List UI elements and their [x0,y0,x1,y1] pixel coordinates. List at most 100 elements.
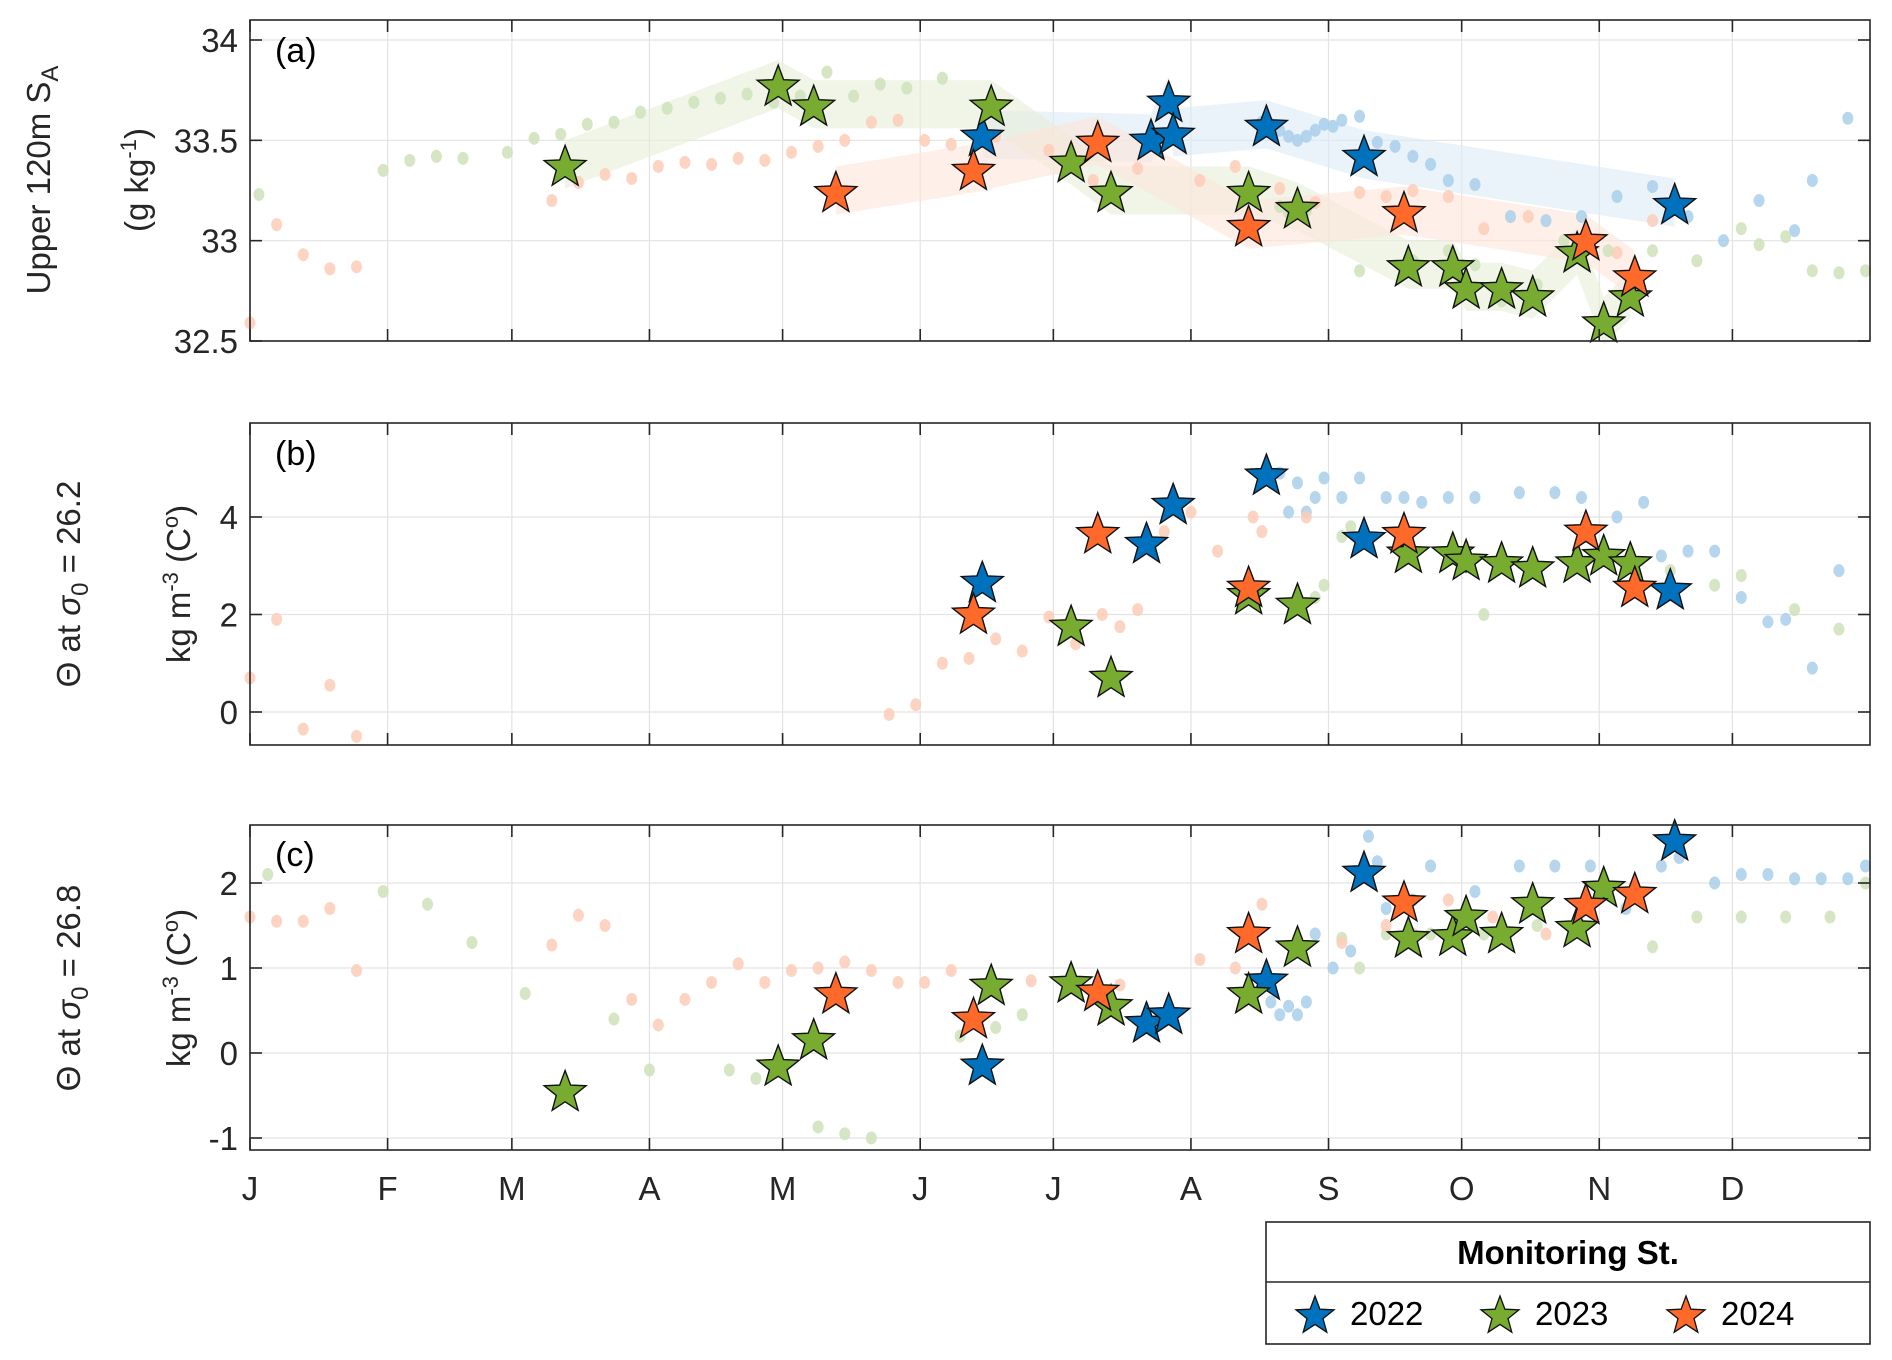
bg-dot-2024 [1043,143,1055,157]
bg-dot-2022 [1469,885,1481,898]
panel-b-ytick-label: 2 [220,597,238,634]
bg-dot-2022 [1442,491,1454,504]
bg-dot-2024 [1087,173,1099,187]
bg-dot-2022 [1735,868,1747,881]
bg-dot-2022 [1504,210,1516,224]
bg-dot-2024 [945,137,957,151]
panel-b-ytick-label: 0 [220,694,238,731]
panel-c-ylabel-line2: kg m-3 (Co) [158,909,197,1067]
bg-dot-2024 [706,157,718,171]
star-2022 [1150,481,1197,525]
panel-a-ylabel: Upper 120m SA [20,66,64,295]
bg-dot-2023 [1753,238,1765,252]
bg-dot-2022 [1345,944,1357,958]
bg-dot-2023 [1735,222,1747,236]
bg-dot-2023 [608,1012,620,1026]
bg-dot-2024 [652,159,664,173]
bg-dot-2022 [1655,549,1667,563]
bg-dot-2023 [608,115,620,129]
panel-a-ylabel-line1: Upper 120m SA [20,66,64,295]
legend: Monitoring St. 2022 2023 2024 [1265,1221,1871,1345]
star-2023 [1088,169,1134,213]
bg-dot-2024 [910,698,922,712]
star-2022 [959,559,1006,603]
bg-dot-2022 [1380,902,1392,915]
star-2024 [1381,879,1427,923]
bg-dot-2023 [377,885,389,898]
bg-dot-2024 [1407,184,1419,197]
star-2023 [1274,185,1321,230]
star-2024 [1225,203,1272,248]
bg-dot-2023 [635,105,647,119]
star-2023 [542,143,588,187]
bg-dot-2022 [1362,829,1374,843]
bg-dot-2023 [661,101,673,115]
star-2022 [1647,566,1694,611]
panel-c: -1 0 1 2 (c) Θ at σ0 = 26.8 kg m-3 (Co) [50,817,1872,1157]
panel-b-ylabel-line2: kg m-3 (Co) [158,505,197,663]
star-2022 [1243,452,1290,496]
bg-dot-2024 [572,908,584,922]
bg-dot-2024 [706,975,718,989]
star-2022 [1651,181,1698,225]
bg-dot-2023 [714,91,726,105]
panel-c-ticks: -1 0 1 2 [209,825,1870,1157]
bg-dot-2023 [874,77,886,91]
band-2024 [835,116,1635,299]
panel-c-ytick-label: 1 [220,950,238,987]
month-label: J [1045,1170,1062,1207]
bg-dot-2022 [1300,995,1312,1009]
bg-dot-2022 [1336,113,1348,127]
bg-dot-2022 [1540,214,1552,228]
star-2023 [1385,914,1432,959]
bg-dot-2022 [1398,491,1410,504]
bg-dot-2023 [1016,1008,1028,1022]
bg-dot-2023 [430,149,442,163]
bg-dot-2024 [1114,620,1126,634]
bg-dot-2023 [555,127,567,141]
star-2022 [1341,515,1387,559]
star-2022 [959,113,1006,157]
star-2023 [1443,537,1489,581]
star-2023 [1385,243,1432,288]
star-2023 [1554,904,1600,948]
bg-dot-2023 [1780,230,1792,244]
bg-dot-2024 [1274,181,1286,195]
bg-dot-2023 [377,163,389,177]
bg-dot-2023 [422,897,434,911]
panel-c-ytick-label: -1 [209,1120,238,1157]
bg-dot-2023 [901,81,913,95]
panel-a-ticks: 32.5 33 33.5 34 [174,20,1870,360]
bg-dot-2023 [750,1072,762,1085]
bg-dot-2023 [865,1131,877,1145]
bg-dot-2024 [1132,603,1144,617]
bg-dot-2022 [1425,859,1437,873]
bg-dot-2024 [1478,222,1490,236]
panel-a-ytick-label: 32.5 [174,323,238,360]
star-2023 [755,1042,802,1087]
bg-dot-2023 [741,87,753,101]
star-2024 [950,591,997,635]
legend-label-2022: 2022 [1350,1295,1423,1332]
bg-dot-2024 [546,194,558,208]
bg-dot-2023 [723,1063,735,1077]
bg-dot-2024 [1247,510,1259,524]
bg-dot-2022 [1336,491,1348,504]
bg-dot-2023 [501,145,513,159]
bg-dot-2022 [1647,179,1659,193]
bg-dot-2023 [1691,910,1703,924]
bg-dot-2023 [1735,910,1747,924]
bg-dot-2023 [1735,569,1747,582]
bg-dot-2022 [1425,157,1437,171]
star-2023 [1048,603,1094,647]
panel-c-ylabel-line1: Θ at σ0 = 26.8 [50,885,94,1092]
bg-dot-2024 [1336,936,1348,949]
bg-dot-2022 [1354,109,1366,123]
bg-dot-2022 [1655,859,1667,873]
bg-dot-2024 [297,248,309,262]
panel-b-grid [250,423,1870,745]
star-2022 [1341,133,1387,177]
bg-dot-2022 [1815,872,1827,886]
bg-dot-2022 [1291,1008,1303,1022]
month-label: J [242,1170,259,1207]
